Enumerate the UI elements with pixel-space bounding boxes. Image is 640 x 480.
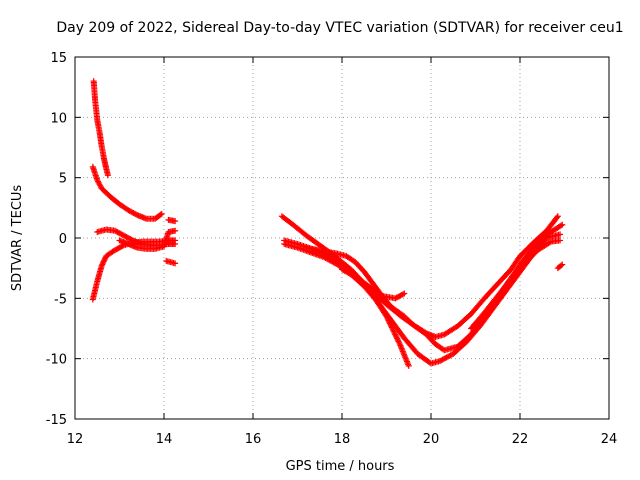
x-tick-label: 12 [67, 432, 84, 447]
x-tick-label: 24 [601, 432, 618, 447]
series-arc-2 [89, 163, 165, 222]
data-point [385, 317, 392, 324]
x-tick-label: 16 [245, 432, 262, 447]
data-series [89, 78, 566, 369]
data-point [157, 211, 164, 218]
data-point [558, 262, 565, 269]
y-tick-label: 10 [50, 111, 67, 126]
x-tick-label: 14 [156, 432, 173, 447]
data-point [389, 325, 396, 332]
data-point [400, 291, 407, 298]
x-tick-label: 20 [423, 432, 440, 447]
x-tick-label: 22 [512, 432, 529, 447]
data-point [384, 316, 391, 323]
data-point [172, 227, 179, 234]
y-tick-label: -5 [54, 292, 67, 307]
data-point [377, 292, 384, 299]
data-point [392, 332, 399, 339]
data-point [172, 241, 179, 248]
data-point [394, 337, 401, 344]
y-axis-label: SDTVAR / TECUs [10, 185, 25, 292]
x-tick-label: 18 [334, 432, 351, 447]
data-point [98, 262, 105, 269]
series-arc-14 [554, 261, 566, 272]
data-point [396, 339, 403, 346]
data-point [395, 338, 402, 345]
data-point [390, 327, 397, 334]
y-tick-label: -15 [46, 413, 67, 428]
data-point [99, 261, 106, 268]
data-point [554, 213, 561, 220]
data-point [390, 328, 397, 335]
grid [75, 57, 609, 419]
data-point [559, 261, 566, 268]
data-point [393, 334, 400, 341]
data-point [172, 260, 179, 267]
data-point [386, 318, 393, 325]
data-point [384, 314, 391, 321]
data-point [158, 210, 165, 217]
series-arc-1 [90, 78, 111, 179]
data-point [100, 258, 107, 265]
y-tick-label: 15 [50, 51, 67, 66]
data-point [388, 323, 395, 330]
y-axis-ticks: 15 10 5 0 -5 -10 -15 [46, 51, 609, 428]
data-point [401, 290, 408, 297]
x-axis-label: GPS time / hours [286, 459, 395, 474]
data-point [553, 214, 560, 221]
data-point [392, 331, 399, 338]
data-point [101, 257, 108, 264]
x-axis-ticks: 12 14 16 18 20 22 24 [67, 57, 618, 447]
data-point [119, 242, 126, 249]
y-tick-label: 0 [59, 232, 67, 247]
data-point [559, 221, 566, 228]
data-point [104, 172, 111, 179]
series-arc-6 [165, 216, 179, 225]
chart-title: Day 209 of 2022, Sidereal Day-to-day VTE… [56, 20, 623, 36]
data-point [558, 222, 565, 229]
series-arc-7 [163, 257, 179, 267]
data-point [557, 237, 564, 244]
data-point [557, 231, 564, 238]
y-tick-label: -10 [46, 353, 67, 368]
series-arc-12 [339, 266, 408, 302]
series-arc-5 [116, 227, 179, 252]
data-point [394, 335, 401, 342]
data-point [99, 259, 106, 266]
data-point [172, 218, 179, 225]
data-point [546, 239, 553, 246]
data-point [386, 320, 393, 327]
data-point [383, 313, 390, 320]
data-point [101, 255, 108, 262]
series-arc-13 [468, 237, 564, 332]
y-tick-label: 5 [59, 172, 67, 187]
data-point [387, 321, 394, 328]
data-point [391, 330, 398, 337]
data-point [388, 324, 395, 331]
data-point [405, 362, 412, 369]
